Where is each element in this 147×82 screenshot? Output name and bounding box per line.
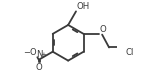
Text: O: O — [100, 25, 106, 34]
Text: N: N — [36, 50, 42, 59]
Text: OH: OH — [76, 2, 90, 11]
Text: Cl: Cl — [125, 48, 133, 57]
Text: +: + — [40, 52, 46, 58]
Text: −O: −O — [24, 48, 37, 57]
Text: O: O — [35, 63, 42, 72]
